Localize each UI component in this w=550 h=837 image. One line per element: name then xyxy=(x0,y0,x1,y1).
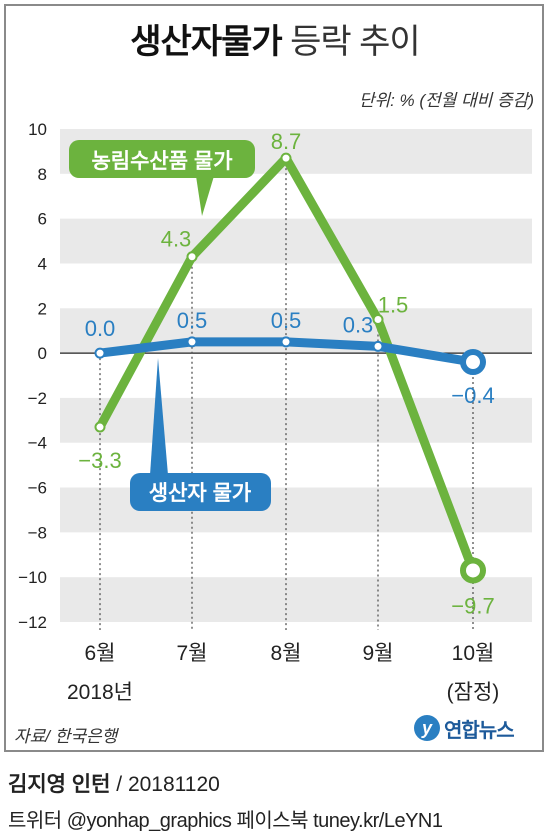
y-tick-label: −6 xyxy=(28,479,47,498)
credit-date: 20181120 xyxy=(127,773,220,796)
grid-band xyxy=(60,397,532,443)
y-axis-ticks: 10 8 6 4 2 0 −2 −4 −6 −8 −10 −12 xyxy=(18,120,47,632)
blue-value-label: −0.4 xyxy=(451,383,494,408)
y-tick-label: −2 xyxy=(28,389,47,408)
green-value-label: 8.7 xyxy=(271,129,302,154)
blue-value-label: 0.5 xyxy=(271,308,302,333)
y-tick-label: 2 xyxy=(38,299,47,318)
green-callout-label: 농림수산품 물가 xyxy=(91,150,233,173)
y-tick-label: 8 xyxy=(38,165,47,184)
x-axis-labels: 6월 2018년 7월 8월 9월 10월 (잠정) xyxy=(67,642,499,704)
data-point xyxy=(460,557,486,584)
grid-band xyxy=(60,577,532,622)
title-light: 등락 추이 xyxy=(290,23,421,61)
source-note: 자료/ 한국은행 xyxy=(14,727,118,746)
y-tick-label: −10 xyxy=(18,568,47,587)
green-callout-pointer xyxy=(196,176,214,216)
data-point xyxy=(186,336,198,348)
graphic-frame xyxy=(4,4,544,752)
y-tick-label: 6 xyxy=(38,210,47,229)
green-value-label: 4.3 xyxy=(161,227,192,252)
data-point xyxy=(372,313,384,325)
y-tick-label: 10 xyxy=(28,120,47,139)
x-tick-label: 7월 xyxy=(177,642,208,665)
data-point xyxy=(460,349,486,376)
yonhap-logo: y 연합뉴스 xyxy=(414,712,515,744)
series-lines: −3.3 4.3 8.7 1.5 −9.7 0.0 0.5 0.5 0.3 −0.4 xyxy=(78,129,494,618)
blue-value-label: 0.3 xyxy=(343,312,374,337)
credit-sep: / xyxy=(110,773,128,796)
grid-band xyxy=(60,218,532,264)
logo-text: 연합뉴스 xyxy=(444,719,515,742)
x-tick-label: 8월 xyxy=(271,642,302,665)
x-tick-label: 9월 xyxy=(363,642,394,665)
data-point xyxy=(94,347,106,359)
x-tick-sublabel: (잠정) xyxy=(447,681,500,704)
green-value-label: −9.7 xyxy=(451,593,494,618)
y-tick-label: −4 xyxy=(28,434,47,453)
line-chart: 10 8 6 4 2 0 −2 −4 −6 −8 −10 −12 −3.3 4.3 8.7 1.5 −9.7 0… xyxy=(18,120,532,704)
unit-note: 단위: % (전월 대비 증감) xyxy=(358,91,534,110)
y-tick-label: 4 xyxy=(38,254,47,273)
social-line: 트위터 @yonhap_graphics 페이스북 tuney.kr/LeYN1 xyxy=(8,810,443,832)
green-value-label: 1.5 xyxy=(378,292,409,317)
data-point xyxy=(280,152,292,164)
credit-author: 김지영 인턴 xyxy=(8,773,111,796)
y-tick-label: 0 xyxy=(38,344,47,363)
y-tick-label: −8 xyxy=(28,523,47,542)
data-point xyxy=(372,340,384,352)
blue-callout-box xyxy=(130,473,271,511)
credit-line: 김지영 인턴 / 20181120 xyxy=(8,768,220,798)
green-callout-box xyxy=(69,140,255,178)
data-point xyxy=(280,336,292,348)
blue-value-label: 0.0 xyxy=(85,316,116,341)
blue-callout-label: 생산자 물가 xyxy=(149,482,252,505)
blue-value-label: 0.5 xyxy=(177,308,208,333)
data-point xyxy=(186,251,198,263)
y-tick-label: −12 xyxy=(18,613,47,632)
title-bold: 생산자물가 xyxy=(130,23,282,61)
x-tick-sublabel: 2018년 xyxy=(67,681,133,704)
x-tick-label: 10월 xyxy=(452,642,495,665)
data-point xyxy=(94,421,106,433)
blue-callout-pointer xyxy=(150,358,168,475)
logo-mark-icon: y xyxy=(414,715,440,741)
x-guide-lines xyxy=(99,158,474,630)
x-tick-label: 6월 xyxy=(85,642,116,665)
green-value-label: −3.3 xyxy=(78,448,121,473)
chart-title: 생산자물가 등락 추이 xyxy=(0,14,550,63)
